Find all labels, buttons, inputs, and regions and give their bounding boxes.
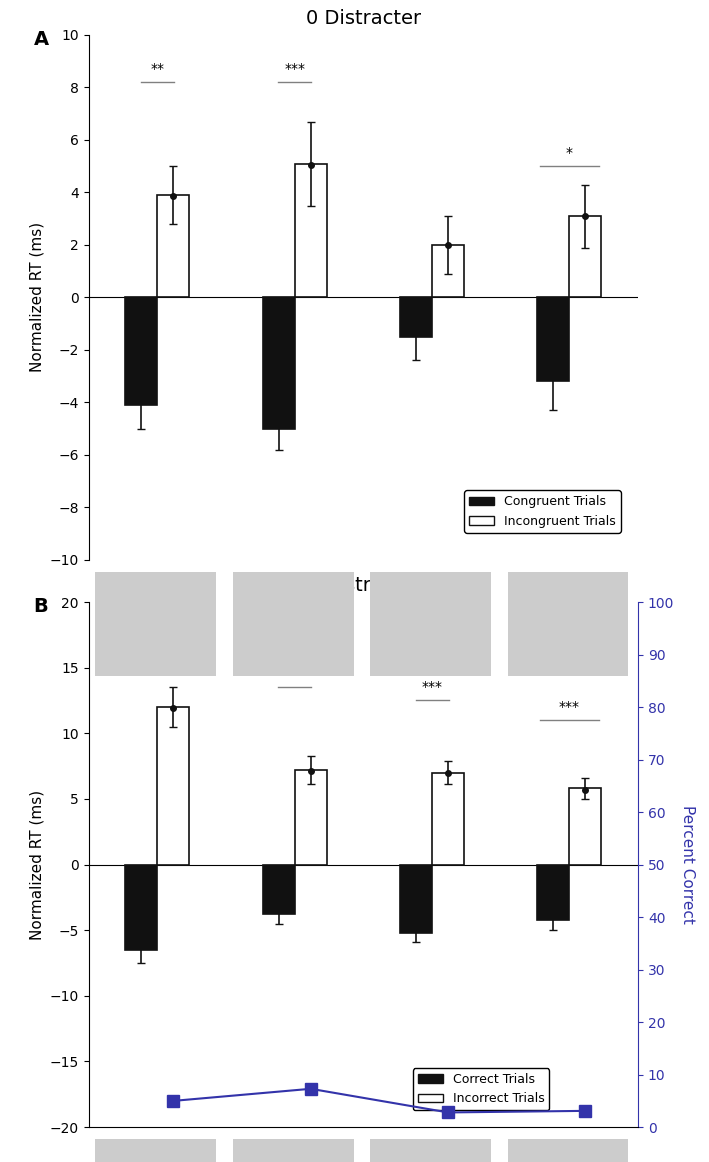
Bar bbox=[157, 706, 189, 865]
Bar bbox=[432, 773, 464, 865]
Text: ***: *** bbox=[284, 667, 305, 681]
Bar bbox=[262, 297, 295, 429]
Y-axis label: Percent Correct: Percent Correct bbox=[680, 805, 695, 924]
Bar bbox=[537, 297, 569, 381]
Y-axis label: Normalized RT (ms): Normalized RT (ms) bbox=[29, 789, 44, 940]
Bar bbox=[295, 164, 327, 297]
Legend: Correct Trials, Incorrect Trials: Correct Trials, Incorrect Trials bbox=[413, 1068, 549, 1111]
Bar bbox=[569, 216, 601, 297]
Text: ***: *** bbox=[284, 62, 305, 76]
Text: ***: *** bbox=[422, 680, 442, 694]
Text: **: ** bbox=[150, 62, 164, 76]
Text: ***: *** bbox=[559, 700, 580, 713]
Title: 1 Distracter: 1 Distracter bbox=[306, 576, 421, 595]
Title: 0 Distracter: 0 Distracter bbox=[306, 9, 421, 28]
Bar bbox=[432, 245, 464, 297]
Legend: Congruent Trials, Incongruent Trials: Congruent Trials, Incongruent Trials bbox=[464, 490, 621, 532]
Y-axis label: Normalized RT (ms): Normalized RT (ms) bbox=[29, 222, 44, 373]
Bar bbox=[569, 789, 601, 865]
Bar bbox=[400, 865, 432, 933]
Bar bbox=[400, 297, 432, 337]
Text: ***: *** bbox=[147, 634, 168, 648]
Bar bbox=[125, 297, 157, 406]
Text: A: A bbox=[33, 29, 49, 49]
Bar bbox=[157, 195, 189, 297]
Bar bbox=[125, 865, 157, 949]
Text: B: B bbox=[33, 597, 48, 616]
Bar bbox=[295, 770, 327, 865]
Bar bbox=[262, 865, 295, 914]
Bar bbox=[537, 865, 569, 919]
Text: *: * bbox=[566, 145, 573, 159]
